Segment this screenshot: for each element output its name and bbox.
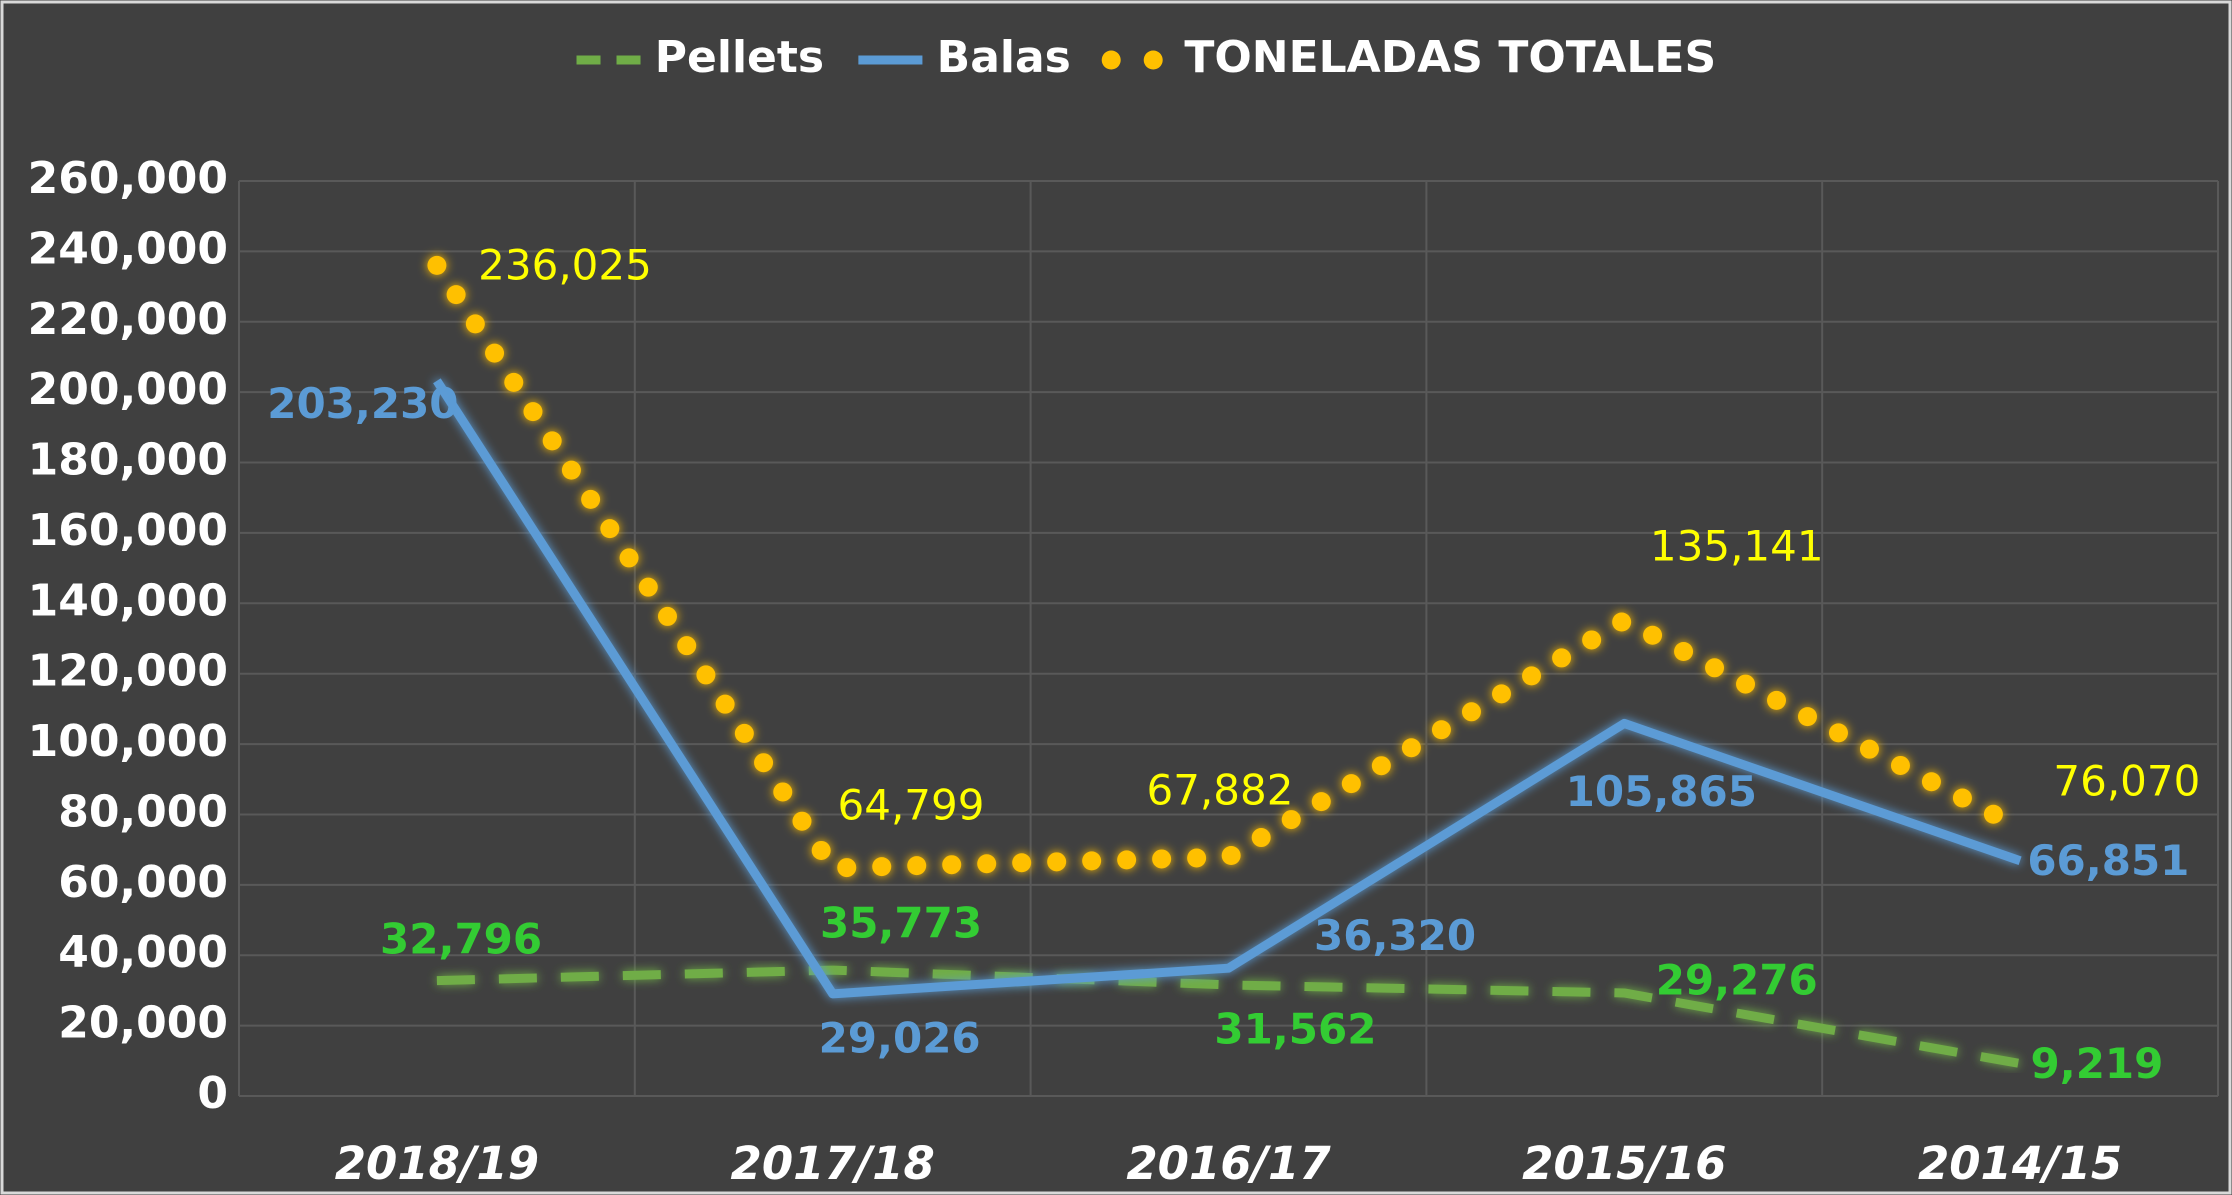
y-tick-label: 240,000 [28,223,228,274]
y-tick-label: 80,000 [58,786,228,837]
y-tick-label: 220,000 [28,294,228,345]
data-label: 236,025 [478,241,652,290]
y-tick-label: 60,000 [58,857,228,908]
y-tick-label: 180,000 [28,435,228,486]
series-line [427,255,2030,878]
y-tick-label: 200,000 [28,364,228,415]
y-tick-label: 100,000 [28,716,228,767]
data-label: 64,799 [838,781,985,830]
data-label: 67,882 [1146,766,1293,815]
series-line [433,378,2022,999]
data-label: 105,865 [1566,767,1757,816]
legend-label: TONELADAS TOTALES [1184,32,1716,83]
data-label: 29,276 [1656,956,1818,1005]
data-label: 203,230 [267,379,458,428]
data-label: 32,796 [380,915,542,964]
data-label: 31,562 [1214,1004,1376,1053]
y-tick-label: 140,000 [28,575,228,626]
data-label: 76,070 [2053,757,2200,806]
x-tick-label: 2018/19 [335,1137,539,1190]
y-tick-label: 120,000 [28,646,228,697]
data-label: 35,773 [820,898,982,947]
data-label: 36,320 [1314,911,1476,960]
legend-label: Pellets [655,32,824,83]
x-tick-label: 2015/16 [1522,1137,1726,1190]
y-tick-label: 40,000 [58,927,228,978]
y-tick-label: 160,000 [28,505,228,556]
data-label: 66,851 [2027,836,2189,885]
data-label: 135,141 [1650,522,1824,571]
legend-label: Balas [937,32,1071,83]
y-tick-label: 260,000 [28,153,228,204]
x-tick-label: 2014/15 [1918,1137,2122,1190]
data-label: 29,026 [819,1013,981,1062]
data-label: 9,219 [2031,1039,2164,1088]
x-tick-label: 2016/17 [1126,1137,1331,1190]
x-tick-label: 2017/18 [731,1137,935,1190]
y-tick-label: 20,000 [58,998,228,1049]
y-tick-label: 0 [197,1068,228,1119]
series-line [436,965,2021,1068]
